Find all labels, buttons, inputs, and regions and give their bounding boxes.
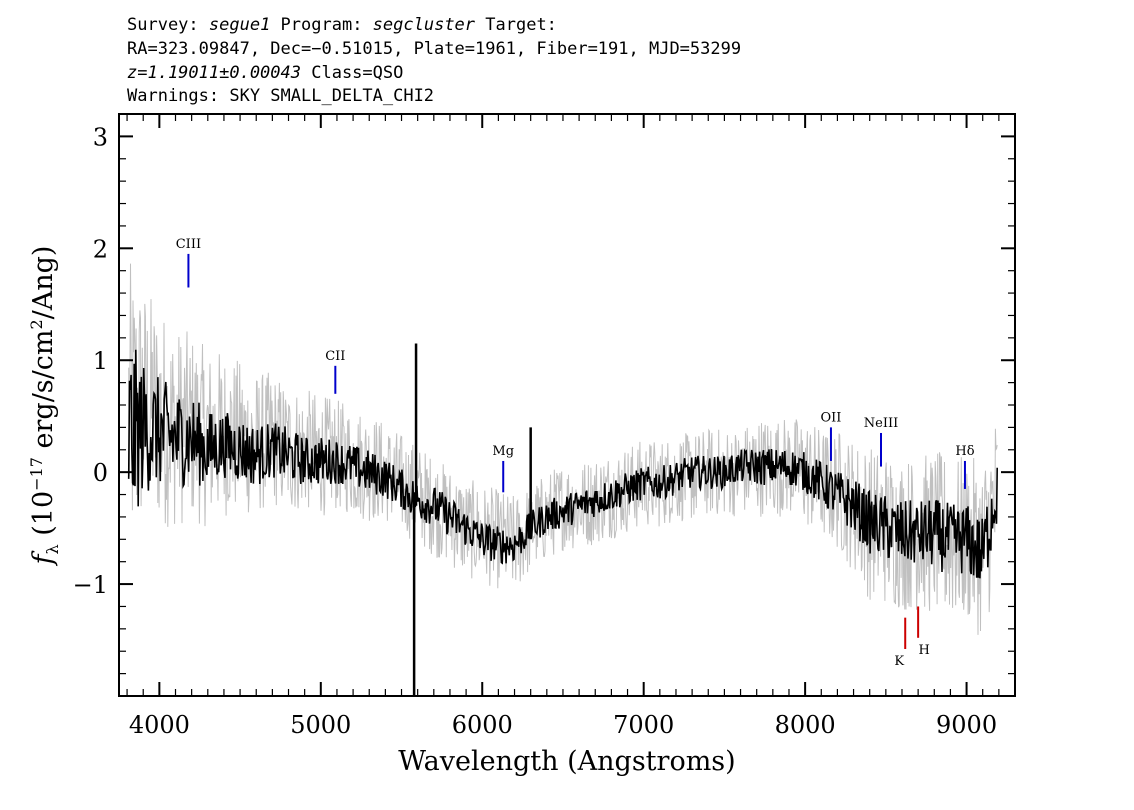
y-tick-label: −1 [73, 571, 108, 599]
plot-area [127, 263, 998, 696]
flux-series-line [127, 349, 998, 579]
y-title-exp: −17 [27, 457, 46, 491]
header-survey-prefix: Survey: [127, 15, 209, 35]
y-title-lambda: λ [43, 544, 62, 554]
y-tick-label: 0 [93, 459, 108, 487]
annotation-label: CIII [176, 237, 201, 252]
header-line-1: Survey: segue1 Program: segcluster Targe… [127, 15, 557, 35]
y-tick-label: 2 [93, 235, 108, 263]
x-axis-title: Wavelength (Angstroms) [398, 746, 735, 777]
annotation-label: NeIII [864, 416, 898, 431]
header-survey: segue1 [209, 15, 270, 35]
annotation-label: OII [820, 410, 841, 425]
y-title-unit-b: erg/s/cm [28, 330, 59, 458]
x-tick-label: 7000 [613, 711, 674, 739]
y-axis-title: fλ (10−17 erg/s/cm2/Ang) [27, 246, 62, 567]
annotation-label: K [894, 654, 904, 669]
annotation-label: Hδ [955, 444, 974, 459]
x-tick-label: 4000 [129, 711, 190, 739]
y-title-unit-c: /Ang) [28, 246, 59, 320]
header-program: segcluster [373, 15, 476, 35]
y-tick-label: 1 [93, 347, 108, 375]
y-tick-label: 3 [93, 123, 108, 151]
annotation-label: Mg [492, 444, 514, 459]
header-line-2: RA=323.09847, Dec=−0.51015, Plate=1961, … [127, 39, 741, 59]
line-annotations: CIII CII Mg OII NeIII Hδ KH [176, 237, 975, 669]
annotation-label: H [918, 643, 929, 658]
header-redshift: z=1.19011±0.00043 [127, 63, 301, 83]
header-program-prefix: Program: [270, 15, 372, 35]
x-tick-label: 9000 [936, 711, 997, 739]
x-tick-label: 8000 [775, 711, 836, 739]
annotation-label: CII [325, 349, 345, 364]
axis-ticks: 4000 5000 6000 7000 8000 9000 −1 0 1 2 3 [73, 114, 1015, 739]
x-tick-label: 5000 [290, 711, 351, 739]
header-warnings: Warnings: SKY SMALL_DELTA_CHI2 [127, 86, 434, 106]
y-title-f: f [28, 550, 59, 566]
plot-frame [118, 113, 1016, 697]
error-series-line [128, 263, 998, 635]
header-target-prefix: Target: [475, 15, 557, 35]
y-title-unit-a: (10 [28, 491, 59, 544]
header-line-3: z=1.19011±0.00043 Class=QSO [127, 63, 403, 83]
header-class: Class=QSO [301, 63, 403, 83]
y-title-sq: 2 [27, 319, 46, 329]
x-tick-label: 6000 [452, 711, 513, 739]
